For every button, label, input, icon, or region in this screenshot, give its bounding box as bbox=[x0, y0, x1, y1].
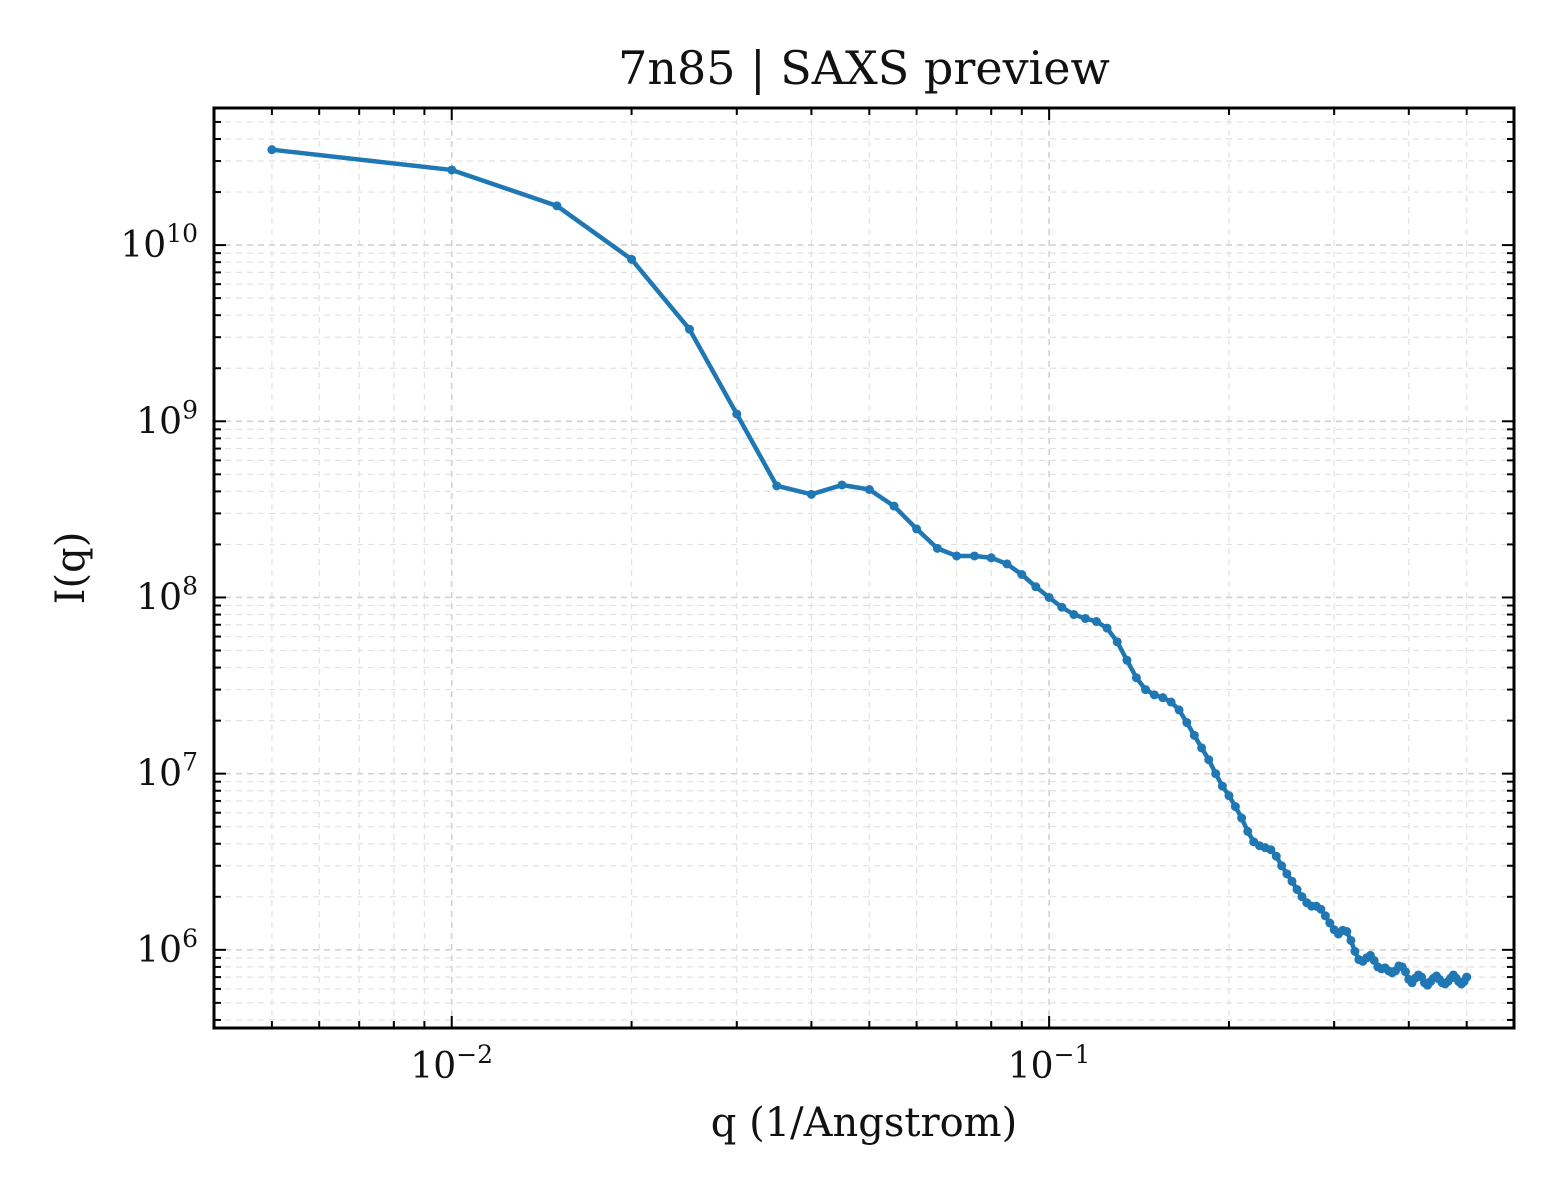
y-tick-label: 108 bbox=[136, 571, 198, 618]
data-point bbox=[1224, 791, 1234, 801]
data-point bbox=[1017, 569, 1027, 579]
data-point bbox=[1462, 972, 1472, 982]
data-point bbox=[1080, 613, 1090, 623]
y-tick-exponent: 7 bbox=[182, 748, 198, 777]
data-point bbox=[1149, 690, 1159, 700]
data-point bbox=[1204, 755, 1214, 765]
data-point bbox=[772, 481, 782, 491]
data-point bbox=[1292, 884, 1302, 894]
x-tick-base: 10 bbox=[410, 1046, 456, 1087]
plot-frame bbox=[212, 106, 1516, 1030]
data-point bbox=[1166, 697, 1176, 707]
data-point bbox=[1112, 637, 1122, 647]
y-tick-label: 109 bbox=[136, 395, 198, 442]
y-tick-label: 107 bbox=[136, 748, 198, 795]
x-tick-base: 10 bbox=[1008, 1046, 1054, 1087]
data-point bbox=[1217, 781, 1227, 791]
data-point bbox=[1346, 935, 1356, 945]
data-point bbox=[1141, 685, 1151, 695]
y-tick-base: 10 bbox=[136, 930, 182, 971]
data-point bbox=[932, 543, 942, 553]
data-point bbox=[1211, 769, 1221, 779]
data-point bbox=[1243, 826, 1253, 836]
axis-ticks bbox=[213, 107, 1514, 1028]
data-point bbox=[627, 254, 637, 264]
y-tick-base: 10 bbox=[136, 754, 182, 795]
y-tick-base: 10 bbox=[136, 401, 182, 442]
data-point bbox=[1287, 876, 1297, 886]
data-point bbox=[864, 485, 874, 495]
data-point bbox=[1350, 946, 1360, 956]
data-point bbox=[447, 165, 457, 175]
data-point bbox=[1342, 927, 1352, 937]
data-point bbox=[732, 409, 742, 419]
data-point bbox=[1271, 851, 1281, 861]
data-point bbox=[952, 551, 962, 561]
data-point bbox=[837, 480, 847, 490]
data-point bbox=[1122, 655, 1132, 665]
y-tick-label: 1010 bbox=[120, 219, 198, 266]
x-tick-exponent: −1 bbox=[1054, 1040, 1091, 1069]
data-point bbox=[912, 524, 922, 534]
y-tick-label: 106 bbox=[136, 924, 198, 971]
y-tick-base: 10 bbox=[120, 225, 166, 266]
data-point bbox=[1044, 592, 1054, 602]
data-point bbox=[1230, 802, 1240, 812]
data-point bbox=[1131, 673, 1141, 683]
x-tick-label: 10−1 bbox=[1008, 1040, 1091, 1087]
data-point bbox=[1401, 967, 1411, 977]
data-point bbox=[1057, 602, 1067, 612]
x-tick-labels: 10−2 10−1 bbox=[410, 1040, 1090, 1087]
data-point bbox=[1316, 904, 1326, 914]
data-point bbox=[684, 324, 694, 334]
x-axis-label: q (1/Angstrom) bbox=[711, 1100, 1017, 1146]
y-tick-exponent: 6 bbox=[182, 924, 198, 953]
y-tick-base: 10 bbox=[136, 577, 182, 618]
data-point bbox=[806, 489, 816, 499]
y-tick-exponent: 8 bbox=[182, 571, 198, 600]
data-point bbox=[1266, 845, 1276, 855]
y-axis-label: I(q) bbox=[48, 532, 94, 605]
data-point bbox=[1091, 617, 1101, 627]
data-point bbox=[1069, 610, 1079, 620]
data-point bbox=[1189, 730, 1199, 740]
data-point bbox=[1158, 693, 1168, 703]
chart-title: 7n85 | SAXS preview bbox=[618, 41, 1110, 95]
data-point bbox=[1297, 892, 1307, 902]
data-point bbox=[1197, 743, 1207, 753]
data-point bbox=[1237, 813, 1247, 823]
y-tick-exponent: 9 bbox=[182, 395, 198, 424]
grid-lines bbox=[213, 107, 1514, 1028]
data-point bbox=[1031, 582, 1041, 592]
data-point bbox=[1102, 623, 1112, 633]
x-tick-exponent: −2 bbox=[456, 1040, 493, 1069]
data-point bbox=[267, 145, 277, 155]
data-point bbox=[1002, 559, 1012, 569]
data-point bbox=[1182, 718, 1192, 728]
data-point bbox=[1320, 911, 1330, 921]
series-layer bbox=[267, 145, 1472, 990]
x-tick-label: 10−2 bbox=[410, 1040, 493, 1087]
data-point bbox=[889, 501, 899, 511]
y-tick-exponent: 10 bbox=[166, 219, 198, 248]
data-point bbox=[1282, 869, 1292, 879]
data-point bbox=[1277, 861, 1287, 871]
data-point bbox=[1174, 705, 1184, 715]
data-point bbox=[986, 553, 996, 563]
data-point bbox=[1325, 918, 1335, 928]
data-point bbox=[552, 201, 562, 211]
data-point bbox=[969, 551, 979, 561]
